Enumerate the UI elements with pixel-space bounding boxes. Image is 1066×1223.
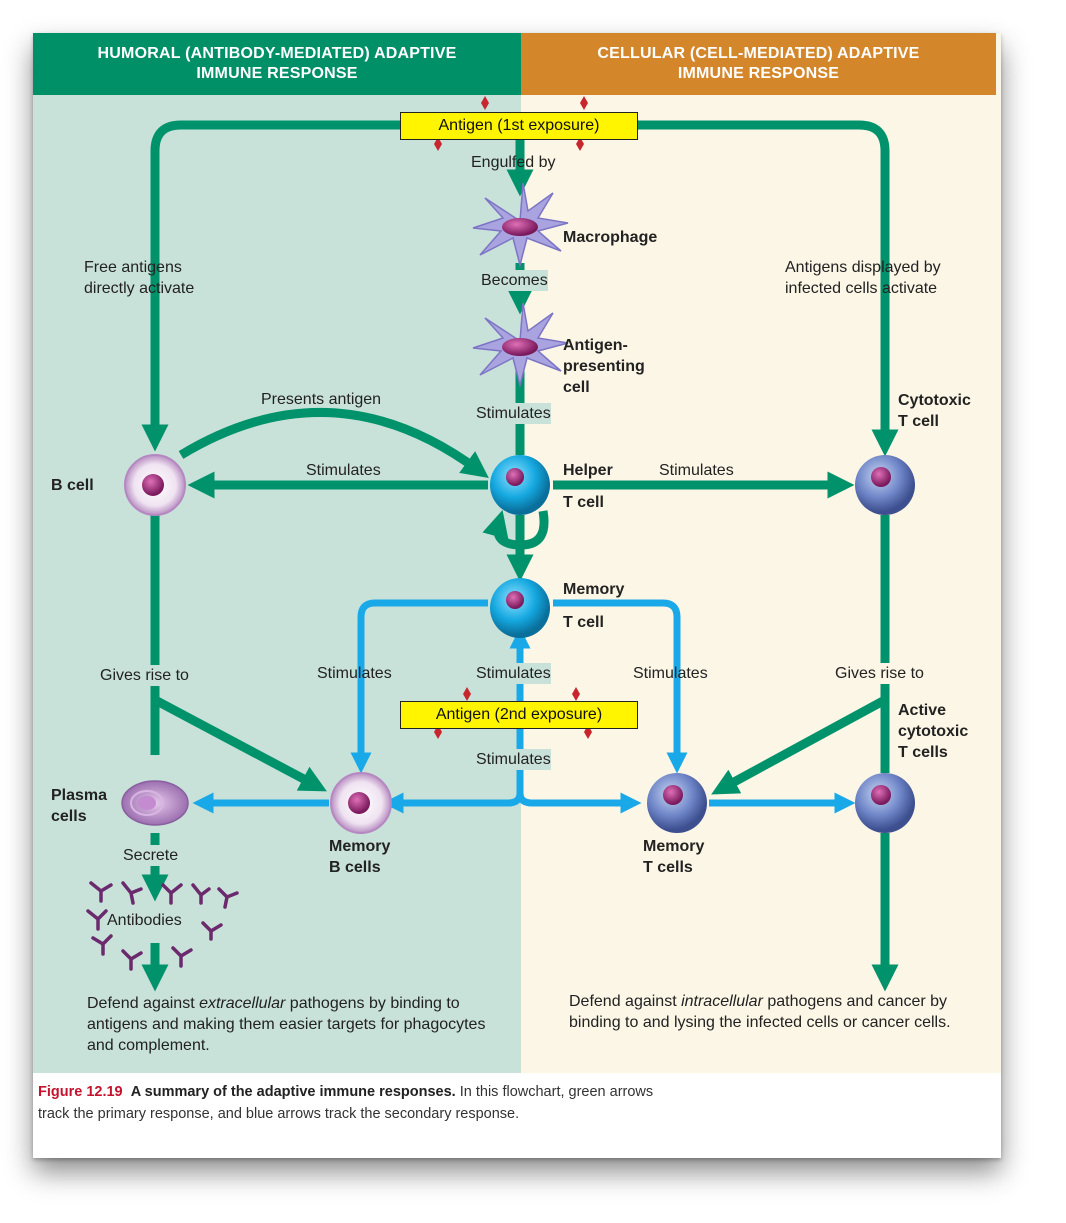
label-stimulates-memory-b: Stimulates xyxy=(317,665,392,682)
label-stimulates-cytotoxic: Stimulates xyxy=(659,462,734,479)
humoral-header-text: HUMORAL (ANTIBODY-MEDIATED) ADAPTIVE IMM… xyxy=(97,45,457,82)
memory-t-cells-icon xyxy=(647,773,707,833)
label-gives-rise-right: Gives rise to xyxy=(835,663,924,684)
label-memory-t-cells: Memory T cells xyxy=(643,838,705,876)
label-memory-b-cells: Memory B cells xyxy=(329,838,391,876)
memory-t-cell-icon xyxy=(490,578,550,638)
cellular-header-text: CELLULAR (CELL-MEDIATED) ADAPTIVE IMMUNE… xyxy=(597,45,920,82)
cellular-header-bar xyxy=(521,33,996,95)
antigen-second-exposure-label: Antigen (2nd exposure) xyxy=(435,706,603,723)
caption-title: A summary of the adaptive immune respons… xyxy=(130,1084,456,1100)
label-stimulates-second: Stimulates xyxy=(476,749,551,770)
label-stimulates-apc: Stimulates xyxy=(476,403,551,424)
flowchart-diagram xyxy=(33,33,1001,1073)
label-engulfed-by: Engulfed by xyxy=(471,154,556,171)
label-memory: Memory xyxy=(563,581,625,598)
memory-b-cell-icon xyxy=(330,772,392,834)
humoral-outcome-pre: Defend against xyxy=(87,995,200,1012)
helper-t-cell-icon xyxy=(490,455,550,515)
label-helper-t-cell: T cell xyxy=(563,494,604,511)
antigen-second-exposure-box: Antigen (2nd exposure) xyxy=(400,701,638,729)
antigen-first-exposure-label: Antigen (1st exposure) xyxy=(438,117,600,134)
b-cell-icon xyxy=(124,454,186,516)
arrow-to-memory-t-cells xyxy=(711,697,886,795)
label-b-cell: B cell xyxy=(51,477,94,494)
antibodies-icon xyxy=(86,881,239,971)
humoral-header: HUMORAL (ANTIBODY-MEDIATED) ADAPTIVE IMM… xyxy=(33,33,521,95)
cellular-outcome-emphasis: intracellular xyxy=(681,993,763,1010)
active-cytotoxic-t-cells-icon xyxy=(855,773,915,833)
arrow-infected-cells xyxy=(638,120,899,457)
caption-figure-number: Figure 12.19 xyxy=(38,1084,123,1100)
label-helper: Helper xyxy=(563,462,613,479)
macrophage-icon xyxy=(472,182,569,268)
cellular-outcome: Defend against intracellular pathogens a… xyxy=(569,991,969,1033)
cellular-header: CELLULAR (CELL-MEDIATED) ADAPTIVE IMMUNE… xyxy=(521,33,996,95)
label-free-antigens: Free antigens directly activate xyxy=(84,259,195,297)
cellular-background xyxy=(521,33,1001,1073)
secondary-arrows xyxy=(192,599,856,814)
humoral-header-bar xyxy=(33,33,521,95)
antigen-first-exposure-box: Antigen (1st exposure) xyxy=(400,112,638,140)
humoral-background xyxy=(33,33,521,1073)
plasma-cell-icon xyxy=(121,780,189,826)
antigen-presenting-cell-icon xyxy=(472,302,569,388)
arrow-presents-antigen xyxy=(178,407,489,479)
caption-text: In this flowchart, green arrows track th… xyxy=(38,1084,654,1122)
label-presents-antigen: Presents antigen xyxy=(261,391,382,408)
humoral-outcome: Defend against extracellular pathogens b… xyxy=(87,993,487,1056)
cellular-outcome-post: pathogens and cancer by binding to and l… xyxy=(569,993,951,1031)
label-memory-t-cell: T cell xyxy=(563,614,604,631)
figure-caption: Figure 12.19 A summary of the adaptive i… xyxy=(38,1081,688,1125)
cellular-outcome-pre: Defend against xyxy=(569,993,682,1010)
label-becomes: Becomes xyxy=(481,270,548,291)
label-antigen-presenting-cell: Antigen- presenting cell xyxy=(563,337,645,396)
cytotoxic-t-cell-icon xyxy=(855,455,915,515)
label-plasma-cells: Plasma cells xyxy=(51,787,108,825)
label-gives-rise-left: Gives rise to xyxy=(100,665,189,686)
humoral-outcome-post: pathogens by binding to antigens and mak… xyxy=(87,995,486,1054)
label-stimulates-memory-t-cells: Stimulates xyxy=(633,665,708,682)
arrow-to-memory-b xyxy=(154,697,327,792)
label-stimulates-memory-t: Stimulates xyxy=(476,663,551,684)
label-cytotoxic-t-cell: Cytotoxic T cell xyxy=(898,392,971,430)
label-macrophage: Macrophage xyxy=(563,229,658,246)
label-stimulates-bcell: Stimulates xyxy=(306,462,381,479)
label-antigens-displayed: Antigens displayed by infected cells act… xyxy=(785,259,941,297)
label-antibodies: Antibodies xyxy=(107,912,182,929)
humoral-outcome-emphasis: extracellular xyxy=(199,995,286,1012)
arrow-antigen2-right xyxy=(516,792,642,814)
arrow-memt-to-memtcells xyxy=(553,599,688,774)
arrow-free-antigens xyxy=(141,120,400,452)
label-active-cytotoxic-t-cells: Active cytotoxic T cells xyxy=(898,702,969,761)
arrow-memt-to-memb xyxy=(350,599,488,774)
figure-frame: HUMORAL (ANTIBODY-MEDIATED) ADAPTIVE IMM… xyxy=(33,33,1001,1158)
label-secrete: Secrete xyxy=(123,845,179,866)
